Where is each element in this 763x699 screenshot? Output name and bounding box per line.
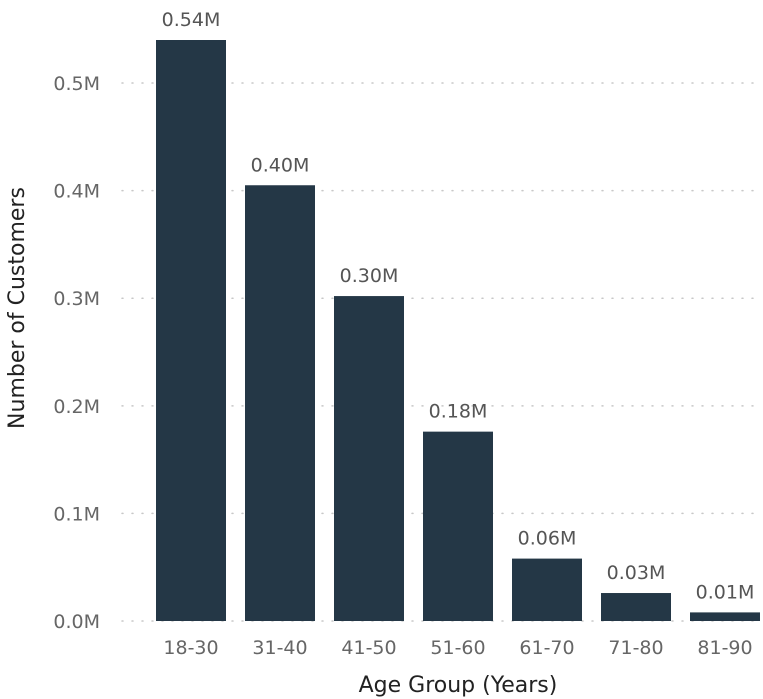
bar — [334, 296, 404, 621]
data-label: 0.01M — [696, 581, 755, 603]
x-tick-label: 71-80 — [608, 637, 663, 659]
x-tick-label: 18-30 — [163, 637, 218, 659]
bar — [423, 431, 493, 621]
data-label: 0.03M — [607, 562, 666, 584]
data-label: 0.54M — [162, 9, 221, 31]
x-tick-label: 81-90 — [697, 637, 752, 659]
bars — [156, 40, 760, 621]
y-tick-label: 0.4M — [53, 181, 100, 203]
x-tick-label: 41-50 — [341, 637, 396, 659]
bar — [601, 593, 671, 621]
x-axis-title: Age Group (Years) — [359, 673, 558, 698]
y-tick-label: 0.3M — [53, 288, 100, 310]
y-tick-label: 0.2M — [53, 396, 100, 418]
data-label: 0.30M — [340, 265, 399, 287]
bar — [245, 185, 315, 621]
bar — [512, 558, 582, 621]
y-axis-title: Number of Customers — [5, 187, 30, 429]
x-tick-label: 61-70 — [519, 637, 574, 659]
bar — [690, 612, 760, 621]
x-axis-ticks: 18-30 31-40 41-50 51-60 61-70 71-80 81-90 — [163, 637, 752, 659]
y-tick-label: 0.1M — [53, 503, 100, 525]
y-tick-label: 0.5M — [53, 73, 100, 95]
y-tick-label: 0.0M — [53, 611, 100, 633]
data-label: 0.18M — [429, 401, 488, 423]
x-tick-label: 51-60 — [430, 637, 485, 659]
x-tick-label: 31-40 — [252, 637, 307, 659]
data-label: 0.40M — [251, 154, 310, 176]
y-axis-ticks: 0.0M 0.1M 0.2M 0.3M 0.4M 0.5M — [53, 73, 100, 633]
data-labels: 0.54M 0.40M 0.30M 0.18M 0.06M 0.03M 0.01M — [162, 9, 755, 603]
data-label: 0.06M — [518, 528, 577, 550]
bar — [156, 40, 226, 621]
